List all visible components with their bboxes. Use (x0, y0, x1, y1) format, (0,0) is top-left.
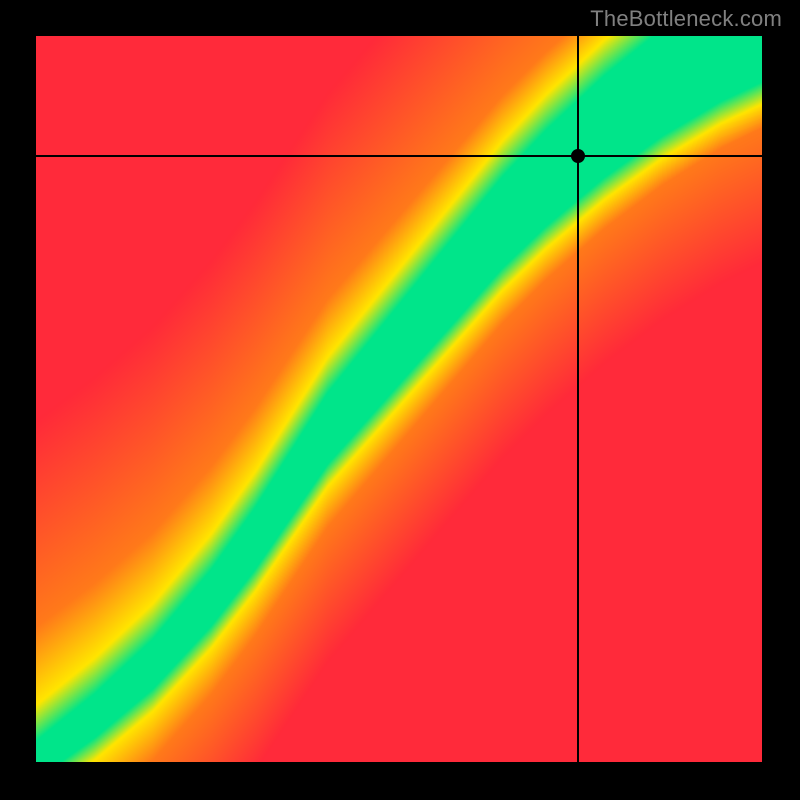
bottleneck-heatmap-canvas (36, 36, 764, 764)
crosshair-horizontal (36, 155, 764, 157)
axis-line-bottom (36, 762, 764, 764)
plot-area (36, 36, 764, 764)
crosshair-vertical (577, 36, 579, 764)
attribution-text: TheBottleneck.com (590, 6, 782, 32)
axis-line-right (762, 36, 764, 764)
chart-frame: TheBottleneck.com (0, 0, 800, 800)
